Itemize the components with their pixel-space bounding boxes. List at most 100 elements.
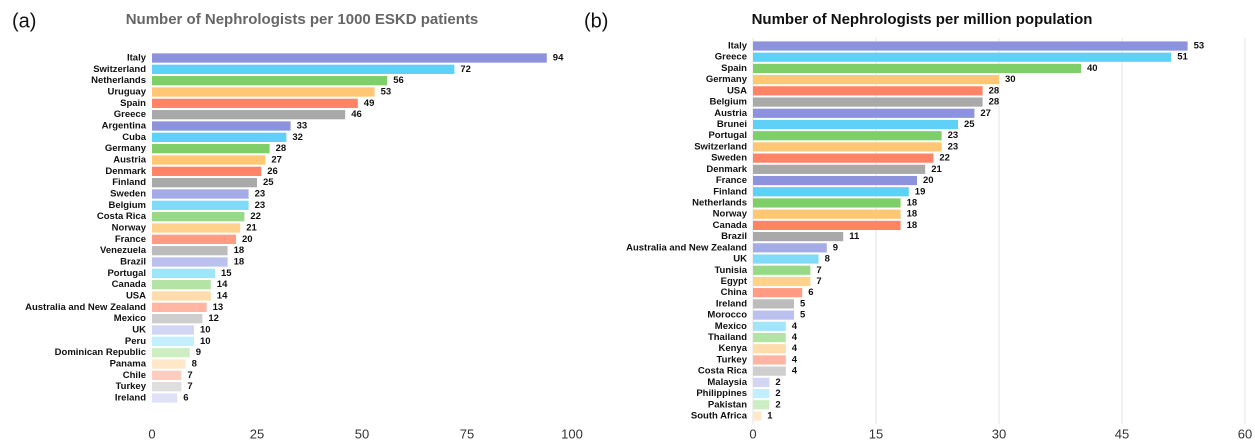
category-label: Venezuela — [100, 245, 147, 256]
bar — [753, 232, 844, 242]
panel-label: (b) — [584, 10, 608, 32]
x-tick-label: 0 — [749, 426, 756, 440]
category-label: Cuba — [122, 132, 146, 143]
bar — [753, 388, 770, 399]
bar — [753, 119, 958, 130]
value-label: 6 — [183, 393, 188, 404]
category-label: Belgium — [109, 200, 146, 211]
value-label: 18 — [234, 245, 245, 256]
bar — [753, 108, 975, 118]
x-tick-label: 15 — [869, 426, 883, 440]
bar — [753, 332, 786, 343]
chart-title: Number of Nephrologists per million popu… — [752, 11, 1093, 28]
value-label: 25 — [964, 119, 975, 130]
value-label: 28 — [989, 85, 1000, 96]
value-label: 18 — [234, 257, 245, 268]
bar — [753, 400, 770, 410]
x-tick-label: 45 — [1115, 426, 1129, 440]
category-label: Austria — [714, 108, 747, 119]
category-label: Spain — [721, 63, 747, 74]
bar — [152, 291, 211, 301]
category-label: France — [716, 175, 747, 186]
bar — [753, 97, 983, 107]
category-label: Brazil — [721, 231, 747, 242]
bar — [152, 178, 257, 188]
bar — [152, 359, 186, 369]
bar — [152, 280, 211, 290]
bar — [152, 393, 178, 403]
bar — [152, 64, 455, 74]
bar — [753, 209, 901, 219]
value-label: 22 — [250, 211, 261, 222]
x-tick-label: 0 — [148, 426, 155, 440]
bar — [753, 41, 1188, 51]
value-label: 15 — [221, 268, 232, 279]
bar — [152, 200, 249, 210]
value-label: 53 — [1194, 41, 1205, 52]
bar — [152, 189, 249, 199]
value-label: 20 — [242, 234, 253, 245]
category-label: Belgium — [710, 97, 747, 108]
category-label: Sweden — [711, 153, 747, 164]
value-label: 5 — [800, 298, 806, 309]
value-label: 23 — [948, 141, 959, 152]
bar — [753, 243, 827, 253]
value-label: 7 — [816, 265, 821, 276]
bar — [152, 268, 215, 278]
bar — [152, 110, 346, 120]
value-label: 13 — [213, 302, 224, 313]
bar — [152, 155, 266, 165]
bar — [152, 246, 228, 256]
value-label: 9 — [196, 347, 201, 358]
category-label: UK — [132, 325, 146, 336]
bar — [152, 121, 291, 131]
category-label: Portugal — [107, 268, 146, 279]
value-label: 32 — [292, 132, 303, 143]
bar — [753, 75, 999, 85]
x-tick-label: 60 — [1238, 426, 1252, 440]
category-label: Australia and New Zealand — [25, 302, 146, 313]
value-label: 23 — [255, 200, 266, 211]
bar — [152, 370, 182, 380]
bar — [753, 187, 909, 197]
category-label: Greece — [715, 52, 747, 63]
value-label: 18 — [907, 197, 918, 208]
bar — [152, 212, 245, 222]
bar — [152, 223, 241, 233]
category-label: Brazil — [120, 257, 146, 268]
bar — [753, 411, 762, 421]
category-label: Portugal — [708, 130, 747, 141]
value-label: 30 — [1005, 74, 1016, 85]
category-label: Philippines — [696, 388, 747, 399]
category-label: Mexico — [715, 321, 747, 332]
bar — [753, 310, 794, 320]
bar — [152, 257, 228, 267]
category-label: Tunisia — [714, 265, 747, 276]
value-label: 4 — [792, 343, 798, 354]
category-label: Ireland — [115, 393, 146, 404]
category-label: UK — [733, 254, 747, 265]
bar — [753, 153, 934, 163]
value-label: 51 — [1177, 52, 1188, 63]
category-label: Italy — [728, 41, 748, 52]
category-label: Argentina — [102, 121, 147, 132]
value-label: 4 — [792, 332, 798, 343]
x-tick-label: 25 — [250, 426, 264, 440]
value-label: 28 — [276, 143, 287, 154]
category-label: Spain — [120, 98, 146, 109]
category-label: Norway — [112, 223, 147, 234]
category-label: France — [115, 234, 146, 245]
category-label: Brunei — [717, 119, 747, 130]
category-label: Costa Rica — [698, 366, 748, 377]
bar — [753, 377, 770, 387]
category-label: Malaysia — [707, 377, 747, 388]
value-label: 1 — [767, 411, 773, 422]
value-label: 23 — [255, 189, 266, 200]
bar — [753, 198, 901, 208]
x-tick-label: 75 — [460, 426, 474, 440]
bar — [753, 265, 811, 275]
value-label: 4 — [792, 366, 798, 377]
bar — [152, 53, 547, 63]
bar — [753, 175, 917, 186]
value-label: 4 — [792, 354, 798, 365]
